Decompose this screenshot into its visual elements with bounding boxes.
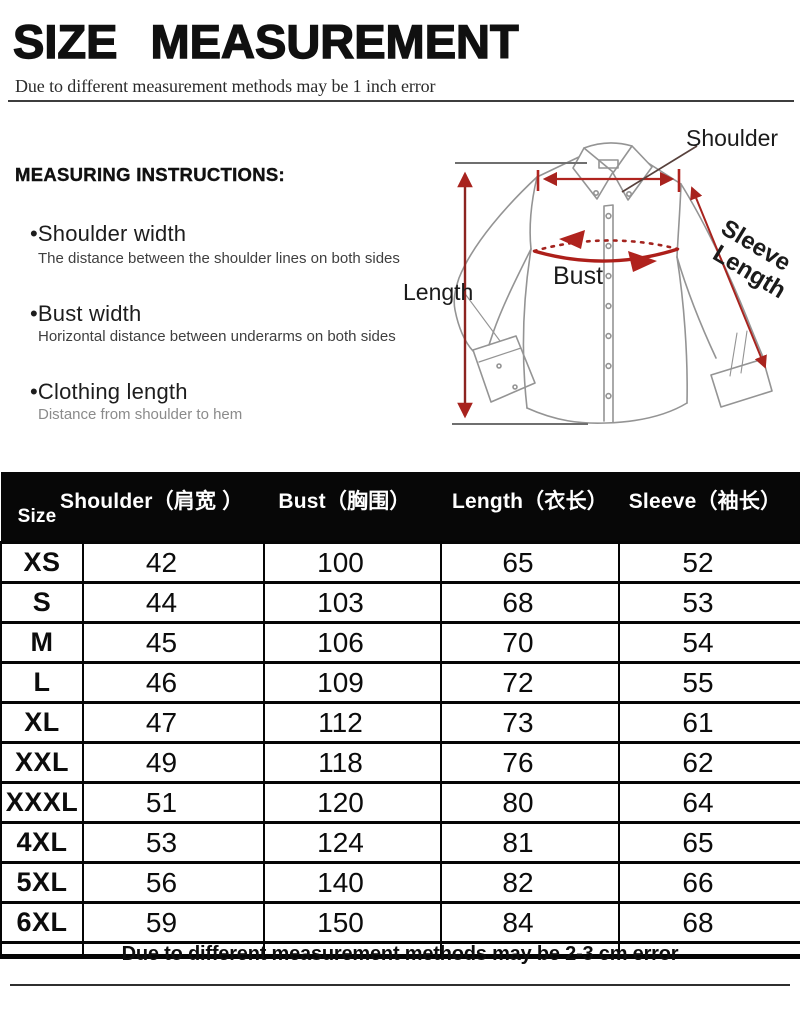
measurement-value-cell: 59: [82, 901, 265, 944]
measurement-value-cell: 81: [440, 821, 620, 864]
bust-ellipse: [532, 230, 680, 272]
measurement-value-cell: 112: [263, 701, 442, 744]
footer-divider: [10, 984, 790, 986]
instruction-term-bust: •Bust width: [30, 301, 142, 326]
measurement-value-cell: 124: [263, 821, 442, 864]
table-row: S 44 103 68 53: [0, 581, 800, 624]
bust-label: Bust: [553, 262, 603, 290]
measurement-value-cell: 46: [82, 661, 265, 704]
instruction-description-length: Distance from shoulder to hem: [38, 406, 243, 423]
size-label-cell: XS: [0, 541, 84, 584]
measurement-value-cell: 47: [82, 701, 265, 744]
measurement-value-cell: 65: [618, 821, 800, 864]
size-table: Size Shoulder（肩宽 ） Bust（胸围） Length（衣长） S…: [0, 472, 800, 959]
measurement-value-cell: 51: [82, 781, 265, 824]
measurement-value-cell: 56: [82, 861, 265, 904]
measurement-value-cell: 65: [440, 541, 620, 584]
column-header-length: Length（衣长）: [441, 472, 619, 543]
measurement-value-cell: 55: [618, 661, 800, 704]
measurement-value-cell: 53: [82, 821, 265, 864]
bust-arrow-left: [559, 230, 585, 249]
sleeve-length-label: Sleeve Length: [708, 214, 795, 304]
measurement-value-cell: 53: [618, 581, 800, 624]
header-divider: [8, 100, 794, 102]
size-label-cell: M: [0, 621, 84, 664]
shirt-outline: [453, 142, 773, 424]
measurement-value-cell: 68: [440, 581, 620, 624]
measurement-value-cell: 61: [618, 701, 800, 744]
length-cap-lines: [452, 162, 588, 425]
table-row: XXXL 51 120 80 64: [0, 781, 800, 824]
table-body: XS 42 100 65 52 S 44 103 68 53 M 45 106 70 54 L 46 109 72 5…: [0, 541, 800, 944]
table-row: 5XL 56 140 82 66: [0, 861, 800, 904]
measurement-value-cell: 84: [440, 901, 620, 944]
measurement-value-cell: 120: [263, 781, 442, 824]
measurement-value-cell: 76: [440, 741, 620, 784]
instruction-term-length: •Clothing length: [30, 379, 188, 404]
table-row: 6XL 59 150 84 68: [0, 901, 800, 944]
size-label-cell: L: [0, 661, 84, 704]
measurement-value-cell: 45: [82, 621, 265, 664]
measurement-value-cell: 62: [618, 741, 800, 784]
measurement-value-cell: 49: [82, 741, 265, 784]
measurement-value-cell: 106: [263, 621, 442, 664]
measurement-value-cell: 70: [440, 621, 620, 664]
measurement-value-cell: 42: [82, 541, 265, 584]
shoulder-arrow: [536, 169, 681, 192]
measurement-value-cell: 66: [618, 861, 800, 904]
size-label-cell: 4XL: [0, 821, 84, 864]
bust-arrow-right: [628, 251, 657, 272]
measurement-value-cell: 44: [82, 581, 265, 624]
table-row: XXL 49 118 76 62: [0, 741, 800, 784]
length-label: Length: [403, 279, 473, 305]
measurement-value-cell: 64: [618, 781, 800, 824]
page-subtitle: Due to different measurement methods may…: [15, 76, 436, 96]
column-header-shoulder: Shoulder（肩宽 ）: [60, 472, 264, 543]
size-label-cell: S: [0, 581, 84, 624]
measurement-value-cell: 52: [618, 541, 800, 584]
shoulder-label: Shoulder: [686, 125, 778, 151]
footer-note: Due to different measurement methods may…: [121, 943, 679, 965]
table-row: M 45 106 70 54: [0, 621, 800, 664]
instruction-description-shoulder: The distance between the shoulder lines …: [38, 250, 400, 267]
measurement-value-cell: 100: [263, 541, 442, 584]
measuring-instructions-heading: MEASURING INSTRUCTIONS:: [15, 164, 286, 185]
measurement-value-cell: 72: [440, 661, 620, 704]
shoulder-pointer-line: [621, 145, 698, 193]
shirt-measurement-diagram: Shoulder Length Bust Sleeve Length: [403, 125, 795, 425]
size-label-cell: XXXL: [0, 781, 84, 824]
column-header-bust: Bust（胸围）: [264, 472, 441, 543]
size-label-cell: 5XL: [0, 861, 84, 904]
table-header-row: Size Shoulder（肩宽 ） Bust（胸围） Length（衣长） S…: [1, 472, 800, 543]
sleeve-length-arrow: [690, 186, 767, 369]
column-header-sleeve: Sleeve（袖长）: [619, 472, 800, 543]
instruction-term-shoulder: •Shoulder width: [30, 221, 187, 246]
measurement-value-cell: 150: [263, 901, 442, 944]
page-title: SIZE MEASUREMENT: [12, 14, 519, 68]
measurement-value-cell: 118: [263, 741, 442, 784]
size-label-cell: 6XL: [0, 901, 84, 944]
size-label-cell: XL: [0, 701, 84, 744]
measurement-value-cell: 54: [618, 621, 800, 664]
measurement-value-cell: 80: [440, 781, 620, 824]
table-row: 4XL 53 124 81 65: [0, 821, 800, 864]
instruction-description-bust: Horizontal distance between underarms on…: [38, 328, 396, 345]
table-row: L 46 109 72 55: [0, 661, 800, 704]
measurement-value-cell: 109: [263, 661, 442, 704]
size-label-cell: XXL: [0, 741, 84, 784]
measurement-value-cell: 82: [440, 861, 620, 904]
measurement-value-cell: 140: [263, 861, 442, 904]
table-row: XS 42 100 65 52: [0, 541, 800, 584]
measurement-value-cell: 68: [618, 901, 800, 944]
table-row: XL 47 112 73 61: [0, 701, 800, 744]
table-bottom-stub-row: [0, 941, 800, 959]
column-header-size: Size: [1, 472, 83, 543]
measurement-value-cell: 103: [263, 581, 442, 624]
measurement-value-cell: 73: [440, 701, 620, 744]
